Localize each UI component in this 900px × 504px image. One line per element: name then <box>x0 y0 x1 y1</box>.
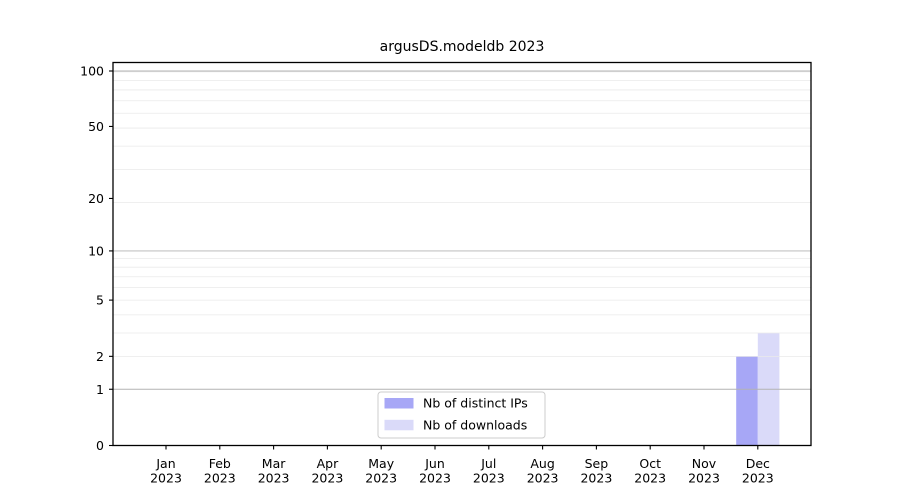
chart-title: argusDS.modeldb 2023 <box>380 39 545 55</box>
x-tick-year-label: 2023 <box>258 471 290 486</box>
x-tick-year-label: 2023 <box>473 471 505 486</box>
y-tick-label: 10 <box>88 243 104 258</box>
x-tick-month-label: Jun <box>424 456 445 471</box>
x-tick-month-label: Apr <box>317 456 339 471</box>
x-tick-year-label: 2023 <box>634 471 666 486</box>
legend-swatch-distinct-ips <box>384 398 414 409</box>
legend-label-downloads: Nb of downloads <box>423 418 527 433</box>
x-tick-year-label: 2023 <box>580 471 612 486</box>
x-tick-year-label: 2023 <box>419 471 451 486</box>
legend-box <box>377 391 546 439</box>
x-tick-year-label: 2023 <box>204 471 236 486</box>
y-tick-label: 20 <box>88 191 104 206</box>
legend: Nb of distinct IPs Nb of downloads <box>377 391 546 439</box>
x-tick-month-label: Oct <box>639 456 661 471</box>
x-tick-month-label: Mar <box>262 456 286 471</box>
x-tick-year-label: 2023 <box>527 471 559 486</box>
x-tick-month-label: Aug <box>530 456 554 471</box>
y-tick-label: 0 <box>96 438 104 453</box>
bar-distinct-ips-dec <box>736 356 758 446</box>
y-tick-label: 50 <box>88 119 104 134</box>
x-tick-year-label: 2023 <box>688 471 720 486</box>
legend-swatch-downloads <box>384 419 414 431</box>
x-tick-year-label: 2023 <box>150 471 182 486</box>
plot-border <box>112 61 812 447</box>
y-tick-label: 2 <box>96 349 104 364</box>
x-tick-month-label: Jan <box>155 456 175 471</box>
x-tick-month-label: Feb <box>209 456 231 471</box>
y-tick-label: 100 <box>80 64 104 79</box>
x-tick-month-label: Nov <box>692 456 717 471</box>
x-tick-month-label: Jul <box>480 456 496 471</box>
legend-label-distinct-ips: Nb of distinct IPs <box>423 396 528 411</box>
y-tick-label: 1 <box>96 382 104 397</box>
x-tick-year-label: 2023 <box>742 471 774 486</box>
x-tick-month-label: Dec <box>746 456 770 471</box>
x-tick-month-label: May <box>368 456 394 471</box>
x-tick-year-label: 2023 <box>311 471 343 486</box>
x-tick-month-label: Sep <box>585 456 609 471</box>
x-tick-year-label: 2023 <box>365 471 397 486</box>
y-tick-label: 5 <box>96 293 104 308</box>
